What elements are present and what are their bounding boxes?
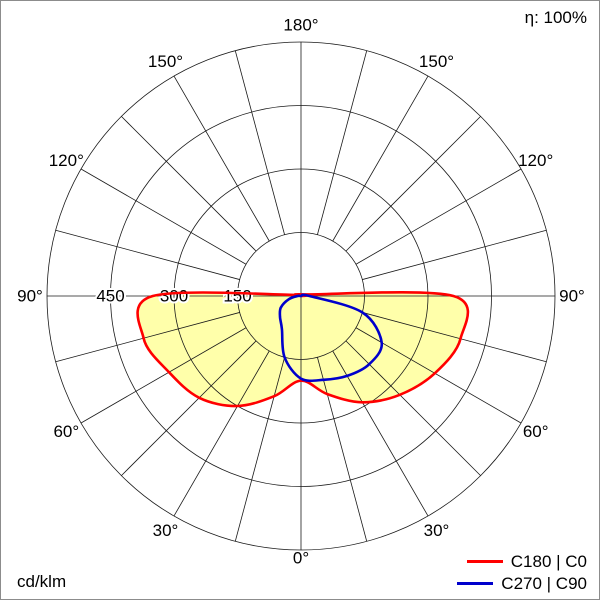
angle-label: 60° xyxy=(523,422,549,441)
grid-spoke xyxy=(355,327,522,424)
grid-spoke xyxy=(173,350,270,517)
angle-label: 30° xyxy=(424,521,450,540)
angle-label: 120° xyxy=(49,151,84,170)
angle-label: 120° xyxy=(518,151,553,170)
legend-label: C270 | C90 xyxy=(501,574,587,593)
legend-item-c180-c0: C180 | C0 xyxy=(457,553,587,570)
grid-spoke xyxy=(234,357,285,542)
grid-spoke xyxy=(80,168,247,265)
grid-spoke xyxy=(173,75,270,242)
legend: C180 | C0 C270 | C90 xyxy=(457,553,587,592)
angle-label: 30° xyxy=(153,521,179,540)
unit-label: cd/klm xyxy=(17,572,67,591)
grid-spoke xyxy=(317,50,368,235)
angle-label: 90° xyxy=(17,287,43,306)
grid-spoke xyxy=(355,168,522,265)
legend-line-blue xyxy=(457,582,494,585)
legend-line-red xyxy=(466,560,503,563)
grid-spoke xyxy=(121,116,257,252)
grid-spoke xyxy=(332,75,429,242)
grid-spoke xyxy=(55,229,240,280)
efficiency-label: η: 100% xyxy=(524,8,587,27)
legend-item-c270-c90: C270 | C90 xyxy=(457,575,587,592)
angle-label: 150° xyxy=(148,52,183,71)
radial-tick-label: 150 xyxy=(223,287,251,306)
radial-tick-label: 300 xyxy=(160,287,188,306)
legend-label: C180 | C0 xyxy=(510,552,587,571)
angle-label: 60° xyxy=(53,422,79,441)
grid-spoke xyxy=(55,312,240,363)
grid-spoke xyxy=(345,116,481,252)
grid-spoke xyxy=(362,229,547,280)
series-fill xyxy=(137,292,468,407)
angle-label: 90° xyxy=(559,287,585,306)
series-curve xyxy=(278,293,384,383)
angle-label: 0° xyxy=(293,549,309,568)
angle-label: 150° xyxy=(419,52,454,71)
radial-tick-label: 450 xyxy=(96,287,124,306)
grid-spoke xyxy=(234,50,285,235)
grid-spoke xyxy=(80,327,247,424)
grid-spoke xyxy=(332,350,429,517)
grid-spoke xyxy=(121,340,257,476)
grid-spoke xyxy=(317,357,368,542)
angle-label: 180° xyxy=(283,16,318,35)
grid-spoke xyxy=(362,312,547,363)
